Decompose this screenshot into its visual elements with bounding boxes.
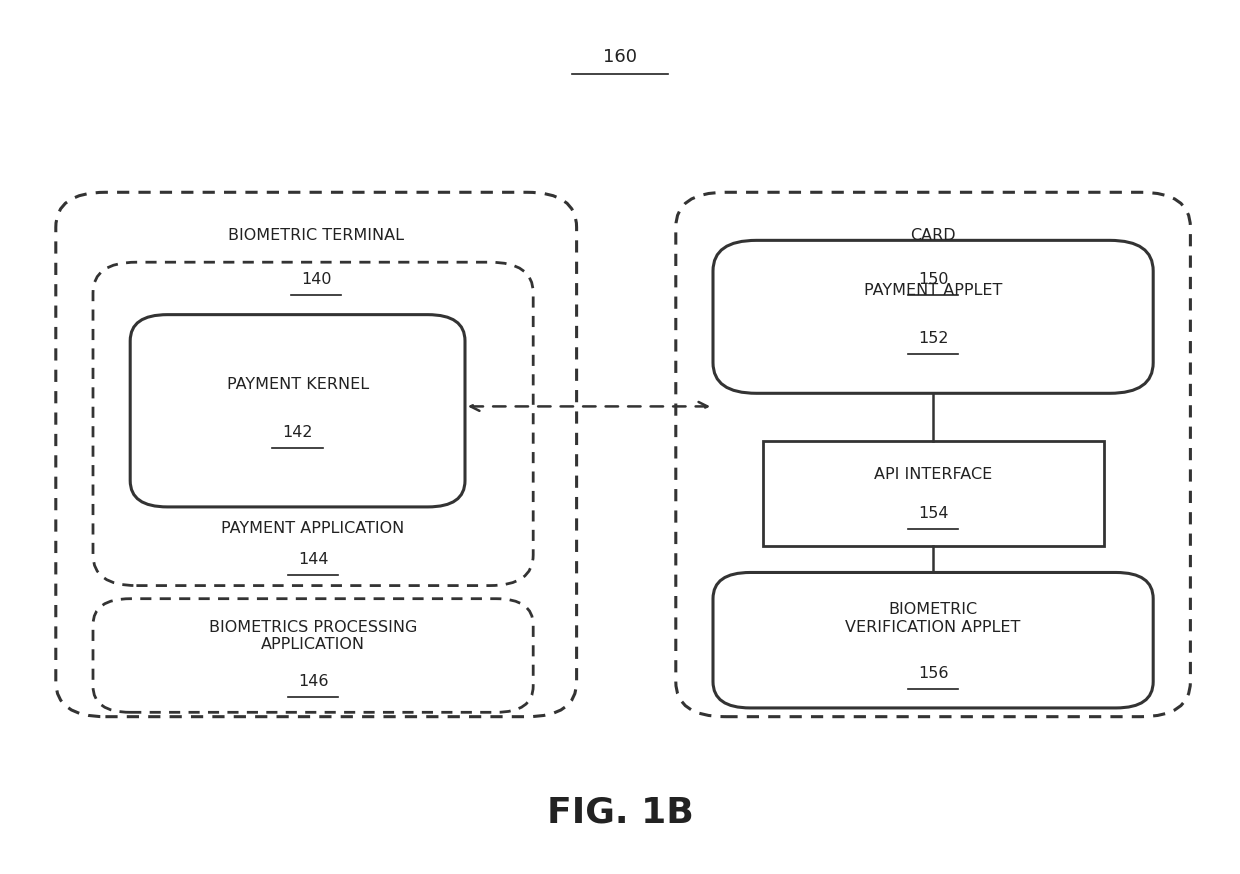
Text: PAYMENT APPLICATION: PAYMENT APPLICATION [222, 521, 404, 537]
Text: 140: 140 [301, 272, 331, 288]
FancyBboxPatch shape [93, 599, 533, 712]
Text: 154: 154 [918, 505, 949, 521]
FancyBboxPatch shape [56, 192, 577, 717]
Text: PAYMENT APPLET: PAYMENT APPLET [864, 283, 1002, 298]
FancyBboxPatch shape [676, 192, 1190, 717]
Text: API INTERFACE: API INTERFACE [874, 467, 992, 482]
FancyBboxPatch shape [130, 315, 465, 507]
Text: 160: 160 [603, 48, 637, 66]
FancyBboxPatch shape [713, 240, 1153, 393]
Text: FIG. 1B: FIG. 1B [547, 796, 693, 829]
Text: CARD: CARD [910, 228, 956, 244]
FancyBboxPatch shape [713, 572, 1153, 708]
Text: 156: 156 [918, 666, 949, 681]
Text: PAYMENT KERNEL: PAYMENT KERNEL [227, 377, 368, 392]
Text: 150: 150 [918, 272, 949, 288]
Text: 142: 142 [283, 425, 312, 440]
Text: BIOMETRIC
VERIFICATION APPLET: BIOMETRIC VERIFICATION APPLET [846, 602, 1021, 635]
Text: 152: 152 [918, 331, 949, 346]
Bar [763, 441, 1104, 546]
Text: BIOMETRICS PROCESSING
APPLICATION: BIOMETRICS PROCESSING APPLICATION [208, 620, 418, 653]
Text: 146: 146 [298, 674, 329, 690]
FancyBboxPatch shape [93, 262, 533, 586]
Text: 144: 144 [298, 551, 329, 567]
Text: BIOMETRIC TERMINAL: BIOMETRIC TERMINAL [228, 228, 404, 244]
